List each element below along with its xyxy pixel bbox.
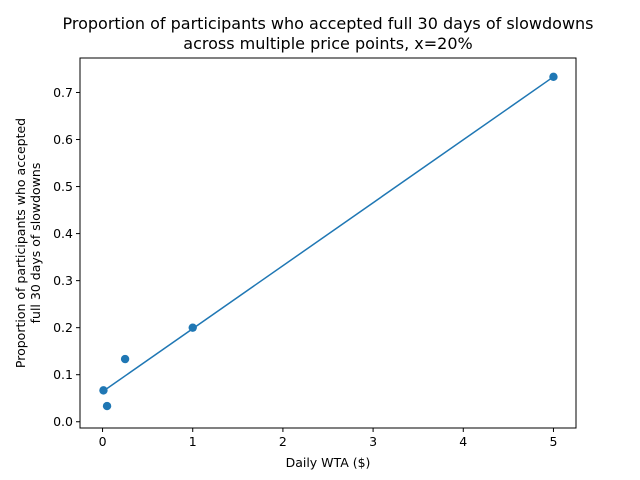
y-axis: 0.0 0.1 0.2 0.3 0.4 0.5 0.6 0.7 [53, 85, 80, 429]
y-tick-label: 0.7 [53, 85, 73, 100]
x-tick-label: 1 [189, 434, 197, 449]
x-tick-label: 2 [279, 434, 287, 449]
plot-content [99, 72, 558, 411]
fit-line [102, 76, 554, 393]
data-point [188, 323, 197, 332]
data-point [102, 401, 112, 411]
chart-subtitle: across multiple price points, x=20% [183, 34, 472, 53]
y-tick-label: 0.2 [53, 320, 73, 335]
x-tick-label: 3 [369, 434, 377, 449]
y-tick-label: 0.5 [53, 179, 73, 194]
y-tick-label: 0.6 [53, 132, 73, 147]
chart-title: Proportion of participants who accepted … [62, 14, 593, 33]
data-point [549, 72, 558, 82]
x-tick-label: 4 [459, 434, 467, 449]
plot-frame [79, 57, 577, 429]
x-tick-label: 0 [99, 434, 107, 449]
y-axis-label-line2: full 30 days of slowdowns [28, 163, 43, 324]
y-tick-label: 0.0 [53, 414, 73, 429]
x-axis-label: Daily WTA ($) [286, 455, 371, 470]
data-point [120, 354, 130, 364]
y-tick-label: 0.3 [53, 273, 73, 288]
data-point [99, 386, 108, 395]
y-axis-label: Proportion of participants who accepted … [13, 118, 43, 368]
y-axis-label-line1: Proportion of participants who accepted [13, 118, 28, 368]
x-tick-label: 5 [549, 434, 557, 449]
y-tick-label: 0.4 [53, 226, 73, 241]
y-tick-label: 0.1 [53, 367, 73, 382]
x-axis: 0 1 2 3 4 5 [99, 428, 557, 449]
